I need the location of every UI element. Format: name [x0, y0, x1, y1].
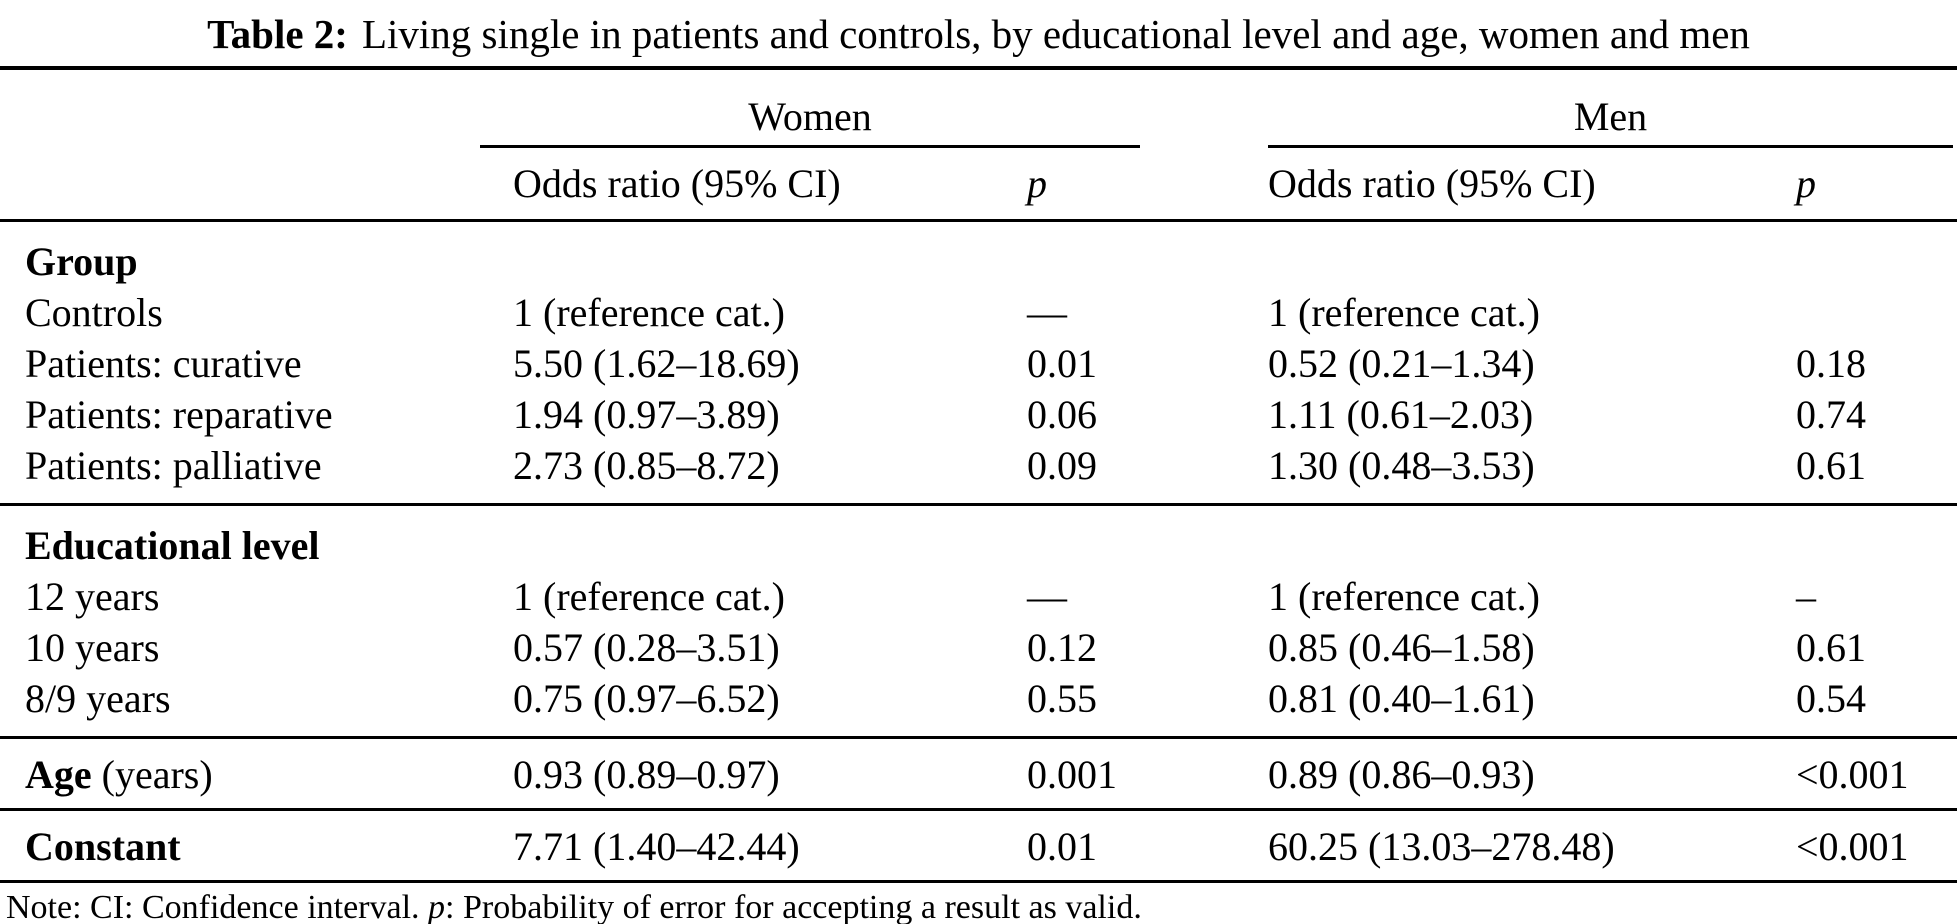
table-row: Patients: curative 5.50 (1.62–18.69) 0.0…: [0, 338, 1957, 389]
row-label-age-bold: Age: [25, 752, 92, 797]
spanner-empty-cell: [0, 70, 480, 148]
men-odds-ratio: 1.30 (0.48–3.53): [1268, 443, 1535, 488]
table-note: Note: CI: Confidence interval. p: Probab…: [0, 883, 1957, 924]
table-row: Constant 7.71 (1.40–42.44) 0.01 60.25 (1…: [0, 821, 1957, 872]
women-p-value: 0.12: [1027, 625, 1097, 670]
section-header-educational-level: Educational level: [25, 523, 320, 568]
men-p-value: <0.001: [1796, 824, 1909, 869]
men-spanner-cell: Men: [1255, 70, 1957, 148]
men-p-value: 0.74: [1796, 392, 1866, 437]
men-p-value: 0.61: [1796, 443, 1866, 488]
table-row: Controls 1 (reference cat.) — 1 (referen…: [0, 287, 1957, 338]
section-header-row: Group: [0, 236, 1957, 287]
note-suffix: : Probability of error for accepting a r…: [445, 889, 1142, 924]
women-p-value: 0.001: [1027, 752, 1117, 797]
table-row: Age (years) 0.93 (0.89–0.97) 0.001 0.89 …: [0, 749, 1957, 800]
column-header-row: Odds ratio (95% CI) p Odds ratio (95% CI…: [0, 148, 1957, 222]
table-row: Patients: palliative 2.73 (0.85–8.72) 0.…: [0, 440, 1957, 491]
row-label: Patients: curative: [25, 341, 302, 386]
men-odds-ratio: 1.11 (0.61–2.03): [1268, 392, 1534, 437]
women-odds-ratio: 1 (reference cat.): [513, 290, 785, 335]
men-odds-ratio-header: Odds ratio (95% CI): [1268, 161, 1596, 206]
note-prefix: Note: CI: Confidence interval.: [6, 889, 429, 924]
row-label-age: Age (years): [0, 751, 480, 798]
men-p-value: 0.54: [1796, 676, 1866, 721]
men-odds-ratio: 0.85 (0.46–1.58): [1268, 625, 1535, 670]
group-section: Group Controls 1 (reference cat.) — 1 (r…: [0, 222, 1957, 506]
women-odds-ratio: 7.71 (1.40–42.44): [513, 824, 800, 869]
women-odds-ratio: 5.50 (1.62–18.69): [513, 341, 800, 386]
row-label: Controls: [25, 290, 163, 335]
women-p-value: 0.01: [1027, 824, 1097, 869]
row-label: 12 years: [25, 574, 160, 619]
women-odds-ratio: 1 (reference cat.): [513, 574, 785, 619]
table-row: 8/9 years 0.75 (0.97–6.52) 0.55 0.81 (0.…: [0, 673, 1957, 724]
men-odds-ratio: 0.52 (0.21–1.34): [1268, 341, 1535, 386]
women-odds-ratio: 0.57 (0.28–3.51): [513, 625, 780, 670]
women-p-value: 0.01: [1027, 341, 1097, 386]
women-p-value: —: [1027, 290, 1067, 335]
educational-level-section: Educational level 12 years 1 (reference …: [0, 506, 1957, 739]
men-p-header: p: [1796, 161, 1816, 206]
men-p-value: –: [1796, 574, 1816, 619]
men-column-group: Men: [1268, 93, 1953, 148]
men-column-label: Men: [1573, 94, 1648, 139]
women-odds-ratio: 1.94 (0.97–3.89): [513, 392, 780, 437]
table-row: Patients: reparative 1.94 (0.97–3.89) 0.…: [0, 389, 1957, 440]
women-column-label: Women: [748, 94, 872, 139]
men-p-value: 0.18: [1796, 341, 1866, 386]
table-row: 10 years 0.57 (0.28–3.51) 0.12 0.85 (0.4…: [0, 622, 1957, 673]
age-section: Age (years) 0.93 (0.89–0.97) 0.001 0.89 …: [0, 739, 1957, 811]
spanner-header-row: Women Men: [0, 70, 1957, 148]
row-label-age-rest: (years): [91, 752, 213, 797]
row-label-constant-bold: Constant: [25, 824, 181, 869]
men-odds-ratio: 1 (reference cat.): [1268, 574, 1540, 619]
women-odds-ratio: 2.73 (0.85–8.72): [513, 443, 780, 488]
constant-section: Constant 7.71 (1.40–42.44) 0.01 60.25 (1…: [0, 811, 1957, 883]
women-p-value: —: [1027, 574, 1067, 619]
row-label: 10 years: [25, 625, 160, 670]
note-p-symbol: p: [428, 889, 446, 924]
table-title-label: Table 2:: [207, 11, 348, 57]
women-odds-ratio: 0.75 (0.97–6.52): [513, 676, 780, 721]
table-row: 12 years 1 (reference cat.) — 1 (referen…: [0, 571, 1957, 622]
section-header-group: Group: [25, 239, 138, 284]
table-title-text: Living single in patients and controls, …: [361, 11, 1750, 57]
men-odds-ratio: 1 (reference cat.): [1268, 290, 1540, 335]
stats-table: Women Men Odds ratio (95% CI) p Odds rat…: [0, 66, 1957, 883]
women-p-value: 0.06: [1027, 392, 1097, 437]
women-spanner-cell: Women: [480, 70, 1255, 148]
men-odds-ratio: 0.89 (0.86–0.93): [1268, 752, 1535, 797]
men-p-value: 0.61: [1796, 625, 1866, 670]
women-p-value: 0.55: [1027, 676, 1097, 721]
row-label: 8/9 years: [25, 676, 171, 721]
row-label: Patients: reparative: [25, 392, 333, 437]
women-p-header: p: [1027, 161, 1047, 206]
women-odds-ratio-header: Odds ratio (95% CI): [513, 161, 841, 206]
men-p-value: <0.001: [1796, 752, 1909, 797]
table-title: Table 2: Living single in patients and co…: [0, 0, 1957, 66]
row-label-constant: Constant: [0, 823, 480, 870]
men-odds-ratio: 60.25 (13.03–278.48): [1268, 824, 1615, 869]
row-label: Patients: palliative: [25, 443, 322, 488]
section-header-row: Educational level: [0, 520, 1957, 571]
women-p-value: 0.09: [1027, 443, 1097, 488]
women-column-group: Women: [480, 93, 1140, 148]
men-odds-ratio: 0.81 (0.40–1.61): [1268, 676, 1535, 721]
women-odds-ratio: 0.93 (0.89–0.97): [513, 752, 780, 797]
